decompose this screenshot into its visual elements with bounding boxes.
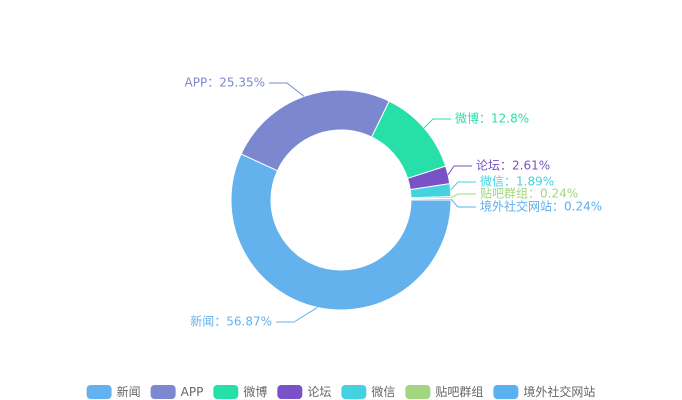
leader-line bbox=[447, 165, 472, 176]
leader-line bbox=[423, 118, 451, 129]
leader-line bbox=[450, 193, 476, 198]
legend-label[interactable]: 新闻 bbox=[117, 384, 141, 399]
leader-line bbox=[450, 198, 476, 208]
data-label: 新闻：56.87% bbox=[190, 314, 272, 329]
legend-label[interactable]: 微博 bbox=[243, 384, 267, 399]
legend-icon[interactable] bbox=[86, 385, 112, 399]
legend-icon[interactable] bbox=[405, 385, 431, 399]
leader-line bbox=[276, 307, 318, 323]
legend-label[interactable]: 微信 bbox=[371, 385, 395, 399]
legend-icon[interactable] bbox=[213, 385, 239, 399]
legend-icon[interactable] bbox=[493, 385, 519, 399]
data-label: 微博：12.8% bbox=[455, 111, 529, 126]
legend-icon[interactable] bbox=[150, 385, 176, 399]
data-label: 论坛：2.61% bbox=[476, 159, 550, 173]
legend-label[interactable]: 论坛 bbox=[307, 385, 331, 399]
donut-segment[interactable] bbox=[410, 197, 452, 201]
donut-segment[interactable] bbox=[240, 89, 390, 172]
legend-label[interactable]: 贴吧群组 bbox=[435, 385, 483, 399]
data-label: APP：25.35% bbox=[185, 76, 265, 90]
donut-segment[interactable] bbox=[230, 153, 452, 311]
data-label: 境外社交网站：0.24% bbox=[480, 199, 602, 214]
legend-label[interactable]: 境外社交网站 bbox=[523, 384, 595, 399]
leader-line bbox=[269, 82, 305, 97]
legend-icon[interactable] bbox=[341, 385, 367, 399]
data-label: 微信：1.89% bbox=[480, 175, 554, 189]
legend-icon[interactable] bbox=[277, 385, 303, 399]
data-label: 贴吧群组：0.24% bbox=[480, 187, 578, 201]
leader-line bbox=[450, 181, 476, 191]
legend-label[interactable]: APP bbox=[181, 385, 204, 399]
